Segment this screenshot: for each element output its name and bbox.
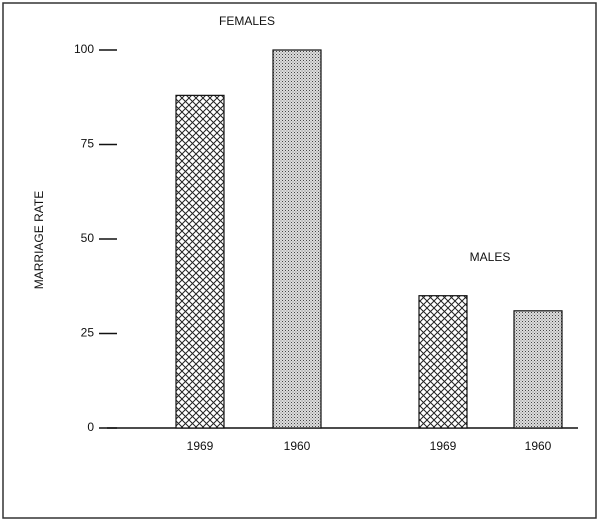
x-tick-label: 1969 bbox=[430, 439, 457, 453]
y-axis-label: MARRIAGE RATE bbox=[32, 191, 46, 289]
x-tick-label: 1960 bbox=[525, 439, 552, 453]
bar bbox=[175, 94, 225, 429]
y-tick-label: 75 bbox=[81, 137, 95, 151]
x-tick-label: 1960 bbox=[284, 439, 311, 453]
group-label: FEMALES bbox=[219, 14, 275, 28]
y-tick-label: 100 bbox=[74, 42, 94, 56]
bar bbox=[418, 295, 468, 429]
bar bbox=[272, 49, 322, 429]
group-label: MALES bbox=[470, 250, 511, 264]
bar bbox=[513, 310, 563, 429]
x-tick-label: 1969 bbox=[187, 439, 214, 453]
y-tick-label: 50 bbox=[81, 231, 95, 245]
y-tick-label: 0 bbox=[87, 420, 94, 434]
y-tick-label: 25 bbox=[81, 326, 95, 340]
